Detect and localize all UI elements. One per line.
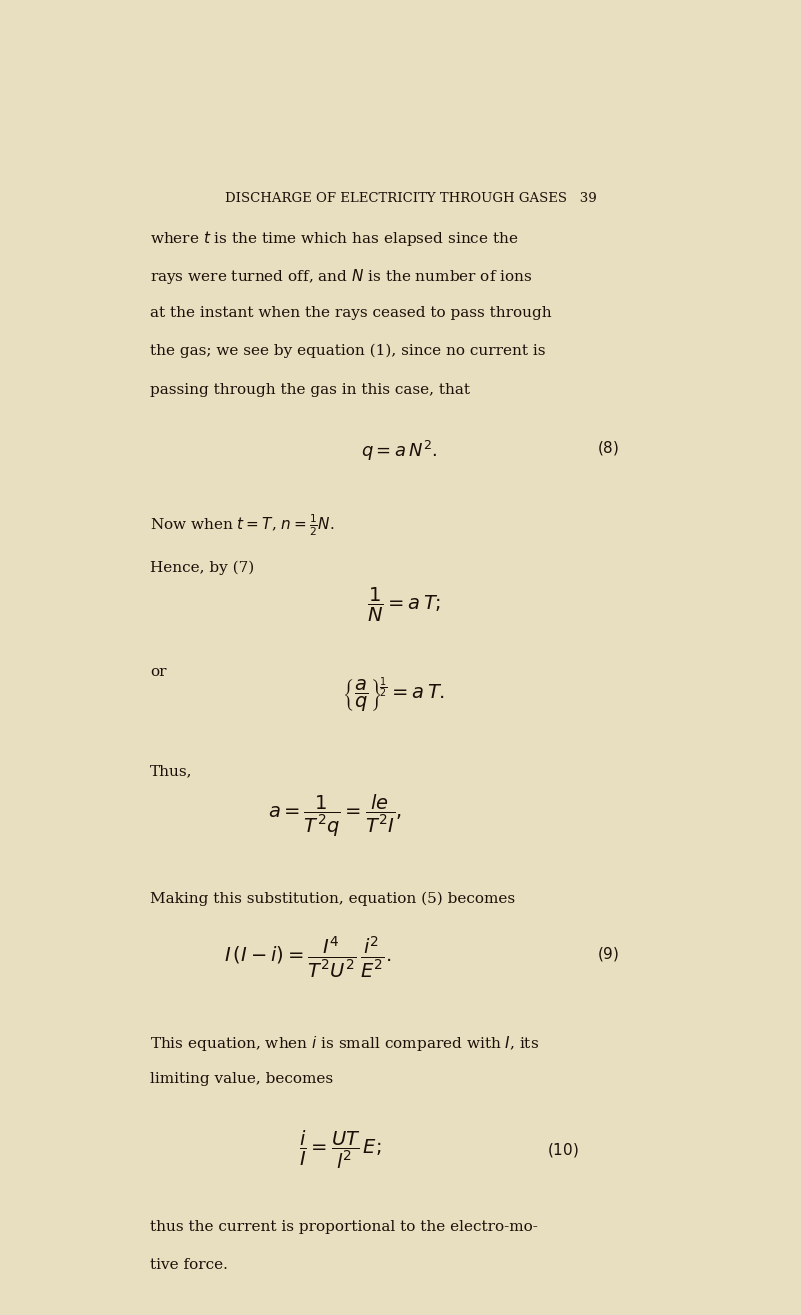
Text: limiting value, becomes: limiting value, becomes [150,1072,333,1086]
Text: passing through the gas in this case, that: passing through the gas in this case, th… [150,383,470,397]
Text: $I\,(I - i) = \dfrac{I^4}{T^2 U^2}\,\dfrac{i^2}{E^2}.$: $I\,(I - i) = \dfrac{I^4}{T^2 U^2}\,\dfr… [224,935,392,980]
Text: $q = a\,N^2.$: $q = a\,N^2.$ [360,439,437,463]
Text: This equation, when $i$ is small compared with $I$, its: This equation, when $i$ is small compare… [150,1034,539,1052]
Text: where $t$ is the time which has elapsed since the: where $t$ is the time which has elapsed … [150,229,518,247]
Text: $a = \dfrac{1}{T^2 q} = \dfrac{le}{T^2 I},$: $a = \dfrac{1}{T^2 q} = \dfrac{le}{T^2 I… [268,793,402,839]
Text: $(9)$: $(9)$ [597,944,619,963]
Text: $\dfrac{i}{I} = \dfrac{UT}{l^2}\,E;$: $\dfrac{i}{I} = \dfrac{UT}{l^2}\,E;$ [299,1128,381,1172]
Text: $(8)$: $(8)$ [597,439,619,458]
Text: DISCHARGE OF ELECTRICITY THROUGH GASES   39: DISCHARGE OF ELECTRICITY THROUGH GASES 3… [224,192,597,205]
Text: $\dfrac{1}{N} = a\,T;$: $\dfrac{1}{N} = a\,T;$ [367,586,441,625]
Text: or: or [150,665,167,679]
Text: Thus,: Thus, [150,764,192,778]
Text: the gas; we see by equation (1), since no current is: the gas; we see by equation (1), since n… [150,345,545,359]
Text: rays were turned off, and $N$ is the number of ions: rays were turned off, and $N$ is the num… [150,267,533,287]
Text: Now when $t = T$, $n = \frac{1}{2}N$.: Now when $t = T$, $n = \frac{1}{2}N$. [150,513,334,538]
Text: $\left\{\dfrac{a}{q}\right\}^{\!\frac{1}{2}} = a\,T.$: $\left\{\dfrac{a}{q}\right\}^{\!\frac{1}… [342,675,445,714]
Text: Making this substitution, equation (5) becomes: Making this substitution, equation (5) b… [150,892,515,906]
Text: thus the current is proportional to the electro-mo-: thus the current is proportional to the … [150,1220,537,1233]
Text: $(10)$: $(10)$ [547,1141,579,1159]
Text: Hence, by (7): Hence, by (7) [150,560,254,575]
Text: tive force.: tive force. [150,1258,227,1273]
Text: at the instant when the rays ceased to pass through: at the instant when the rays ceased to p… [150,305,551,320]
